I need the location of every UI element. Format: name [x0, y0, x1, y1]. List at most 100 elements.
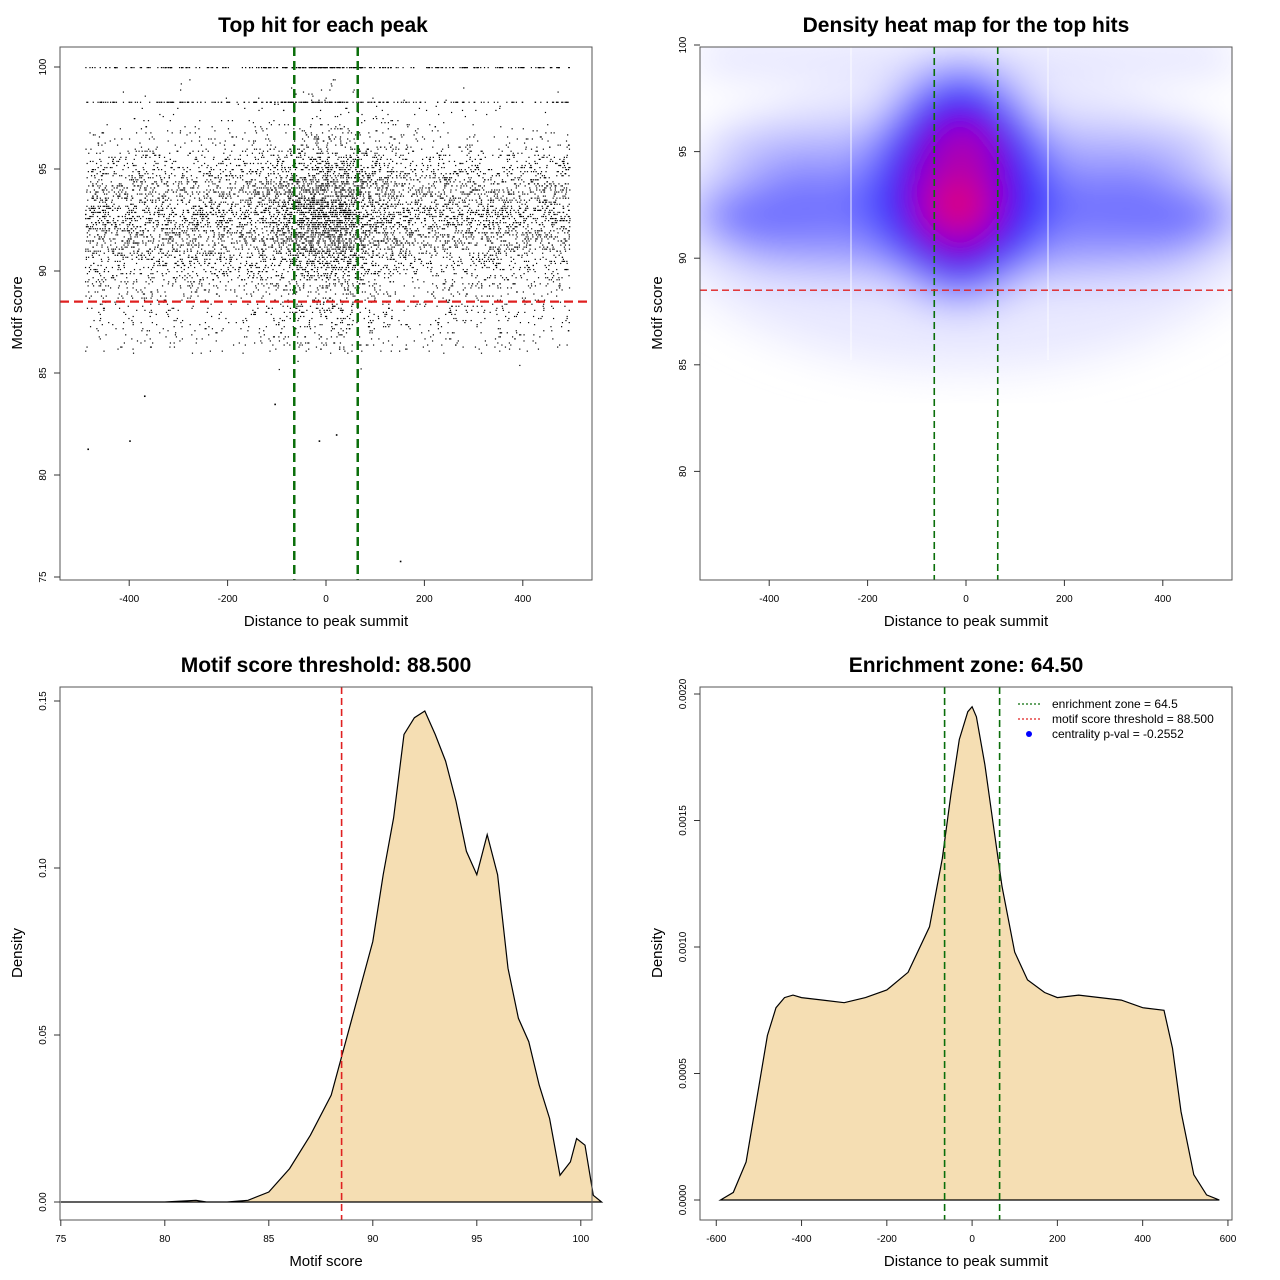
scatter-point [283, 67, 285, 69]
scatter-point [299, 289, 301, 291]
scatter-point [448, 289, 450, 291]
scatter-point [362, 230, 365, 232]
scatter-point [270, 199, 272, 201]
scatter-point [297, 248, 299, 250]
scatter-point [325, 342, 327, 344]
scatter-point [213, 191, 215, 193]
scatter-point [444, 248, 446, 250]
scatter-point [527, 138, 529, 140]
scatter-point [208, 291, 210, 293]
scatter-point [497, 287, 499, 289]
scatter-point [561, 289, 563, 291]
scatter-point [131, 101, 133, 103]
scatter-point [267, 181, 269, 183]
scatter-point [549, 146, 551, 148]
scatter-point [235, 136, 238, 138]
scatter-point [549, 67, 552, 69]
scatter-point [301, 232, 303, 234]
scatter-point [530, 148, 533, 150]
scatter-point [322, 303, 325, 305]
scatter-point [307, 291, 310, 293]
scatter-point [507, 226, 509, 228]
scatter-point [217, 252, 220, 254]
scatter-point [424, 193, 426, 195]
scatter-point [100, 275, 102, 277]
scatter-point [139, 142, 141, 144]
scatter-point [396, 171, 398, 173]
scatter-point [568, 238, 570, 240]
scatter-point [370, 101, 372, 103]
scatter-point [143, 236, 145, 238]
scatter-point [506, 173, 508, 175]
scatter-point [518, 246, 520, 248]
scatter-point [277, 169, 279, 171]
scatter-point [316, 160, 318, 163]
scatter-point [362, 217, 364, 220]
scatter-point [108, 230, 110, 232]
scatter-point [499, 283, 501, 285]
scatter-point [225, 317, 227, 320]
scatter-point [332, 228, 335, 230]
scatter-point [261, 297, 263, 299]
scatter-point [286, 315, 288, 318]
scatter-point [260, 187, 263, 189]
scatter-point [491, 205, 493, 207]
scatter-point [449, 252, 452, 254]
scatter-point [102, 307, 105, 309]
scatter-point [88, 240, 90, 242]
scatter-point [395, 152, 397, 154]
scatter-point [257, 266, 259, 269]
scatter-point [141, 297, 143, 299]
scatter-point [265, 177, 267, 179]
scatter-point [550, 183, 552, 185]
scatter-point [324, 224, 327, 226]
scatter-point [497, 342, 499, 344]
scatter-point [135, 164, 137, 167]
scatter-point [492, 220, 495, 222]
scatter-point [169, 232, 171, 234]
scatter-point [340, 177, 342, 179]
scatter-point [480, 201, 483, 203]
scatter-point [356, 154, 358, 156]
scatter-point [522, 240, 524, 242]
scatter-point [121, 246, 123, 248]
scatter-point [343, 254, 345, 256]
scatter-point [107, 101, 109, 103]
scatter-point [412, 232, 414, 234]
scatter-point [424, 177, 426, 179]
scatter-point [167, 130, 169, 132]
scatter-point [152, 152, 154, 154]
scatter-point [302, 211, 305, 214]
scatter-point [195, 258, 197, 260]
scatter-point [156, 183, 158, 185]
scatter-point [378, 215, 380, 218]
scatter-point [471, 185, 474, 187]
scatter-point [199, 324, 201, 326]
scatter-point [481, 150, 483, 152]
scatter-point [367, 252, 369, 254]
scatter-point [566, 187, 568, 189]
scatter-point [119, 252, 121, 254]
scatter-point [232, 344, 235, 346]
scatter-point [272, 268, 274, 271]
scatter-point [333, 240, 335, 242]
scatter-point [162, 195, 164, 197]
scatter-point [340, 250, 342, 252]
scatter-point [308, 342, 310, 344]
scatter-point [114, 228, 116, 230]
scatter-point [267, 183, 270, 185]
scatter-point [158, 258, 161, 260]
scatter-point [278, 224, 280, 226]
scatter-point [493, 283, 495, 285]
scatter-point [317, 250, 319, 252]
scatter-point [147, 148, 150, 150]
scatter-point [377, 158, 379, 160]
scatter-point [539, 224, 541, 226]
scatter-point [402, 250, 404, 252]
scatter-point [410, 236, 412, 238]
scatter-point [392, 160, 394, 163]
scatter-point [139, 67, 141, 69]
scatter-point [564, 101, 566, 103]
scatter-point [320, 315, 322, 318]
scatter-point [253, 148, 256, 150]
